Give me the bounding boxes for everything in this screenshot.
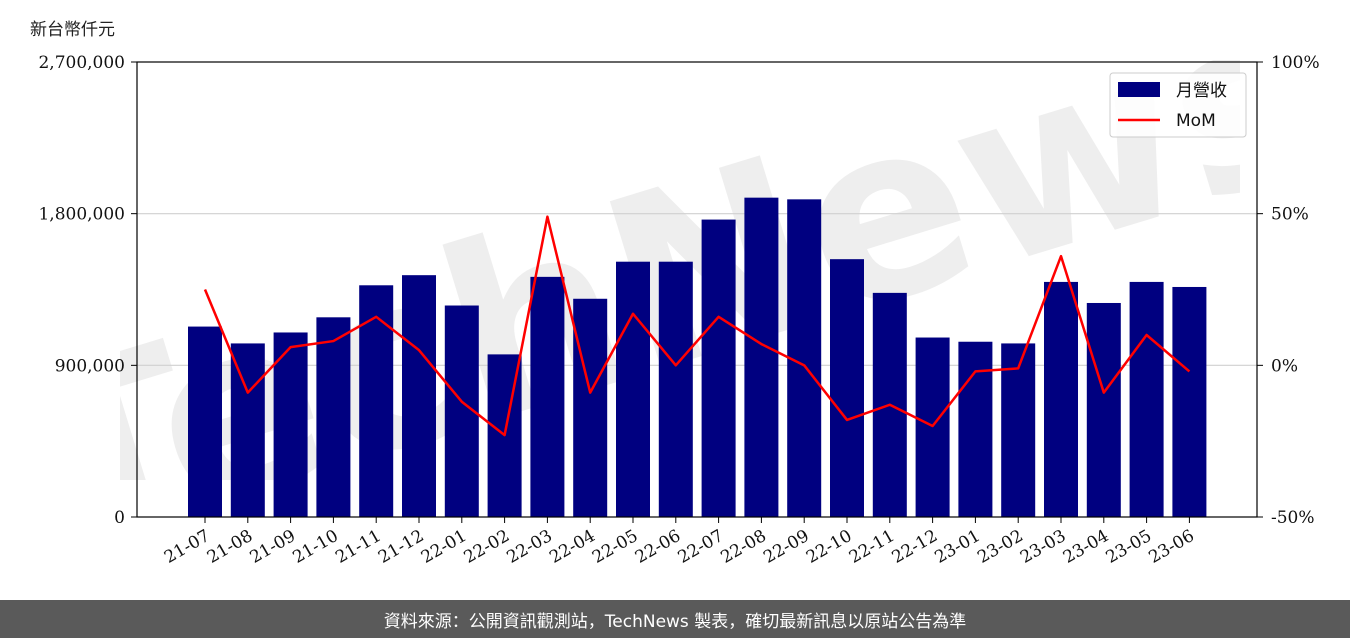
x-tick-label: 22-06 <box>632 526 684 568</box>
revenue-bar <box>230 343 265 517</box>
x-tick-label: 23-03 <box>1017 526 1069 568</box>
plot-frame <box>136 61 1258 518</box>
revenue-bar <box>616 261 650 517</box>
right-tick-label: 50% <box>1271 205 1309 225</box>
x-tick-label: 22-05 <box>589 526 641 568</box>
right-tick-label: 100% <box>1271 53 1320 73</box>
x-tick-label: 21-12 <box>375 526 427 568</box>
left-tick-label: 900,000 <box>55 356 125 376</box>
x-tick-label: 23-04 <box>1060 526 1112 568</box>
revenue-bar <box>701 219 736 517</box>
revenue-bar <box>402 275 436 517</box>
revenue-bar <box>1129 281 1164 517</box>
x-tick-label: 23-02 <box>974 526 1026 568</box>
mom-line <box>203 215 1191 437</box>
revenue-bar <box>787 199 822 517</box>
revenue-chart: 0 900,000 1,800,000 2,700,000 -50% 0% 50% 100% 2… <box>38 53 1320 568</box>
source-footer: 資料來源：公開資訊觀測站，TechNews 製表，確切最新訊息以原站公告為準 <box>0 600 1350 638</box>
x-tick-label: 22-11 <box>846 526 898 568</box>
revenue-bar <box>658 261 693 517</box>
revenue-bar <box>1086 302 1121 517</box>
legend-label-mom: MoM <box>1176 111 1216 131</box>
x-tick-label: 21-10 <box>289 526 341 568</box>
x-tick-label: 23-01 <box>931 526 983 568</box>
x-tick-label: 23-05 <box>1103 526 1155 568</box>
x-tick-label: 22-04 <box>546 526 598 568</box>
x-tick-label: 21-08 <box>204 526 256 568</box>
right-tick-label: -50% <box>1271 508 1315 528</box>
right-tick-label: 0% <box>1271 356 1298 376</box>
legend-bar-swatch <box>1118 82 1160 97</box>
x-tick-label: 23-06 <box>1145 526 1197 568</box>
revenue-bar <box>359 285 394 517</box>
left-axis-unit-label: 新台幣仟元 <box>30 20 115 40</box>
revenue-bar <box>1172 286 1207 517</box>
revenue-bar <box>530 276 565 517</box>
revenue-bar <box>316 317 351 517</box>
x-tick-label: 21-11 <box>332 526 384 568</box>
x-tick-label: 22-02 <box>461 526 513 568</box>
x-tick-label: 22-09 <box>760 526 812 568</box>
x-tick-label: 22-12 <box>889 526 941 568</box>
x-tick-label: 22-10 <box>803 526 855 568</box>
x-tick-label: 22-08 <box>717 526 769 568</box>
revenue-bar <box>958 341 993 517</box>
revenue-bar <box>915 337 950 517</box>
revenue-bar <box>830 259 864 517</box>
x-tick-label: 21-07 <box>161 526 213 568</box>
left-tick-label: 2,700,000 <box>38 53 125 73</box>
revenue-bar <box>273 332 308 517</box>
left-tick-label: 1,800,000 <box>38 205 125 225</box>
left-tick-label: 0 <box>114 508 125 528</box>
legend-label-revenue: 月營收 <box>1176 81 1227 101</box>
revenue-bar <box>573 298 608 517</box>
revenue-bar <box>188 326 222 517</box>
revenue-bar <box>1044 281 1078 517</box>
revenue-bar <box>744 197 779 517</box>
x-tick-label: 22-03 <box>503 526 555 568</box>
x-tick-label: 22-07 <box>675 526 727 568</box>
x-tick-label: 21-09 <box>247 526 299 568</box>
revenue-bar <box>1001 343 1036 517</box>
x-tick-label: 22-01 <box>418 526 470 568</box>
